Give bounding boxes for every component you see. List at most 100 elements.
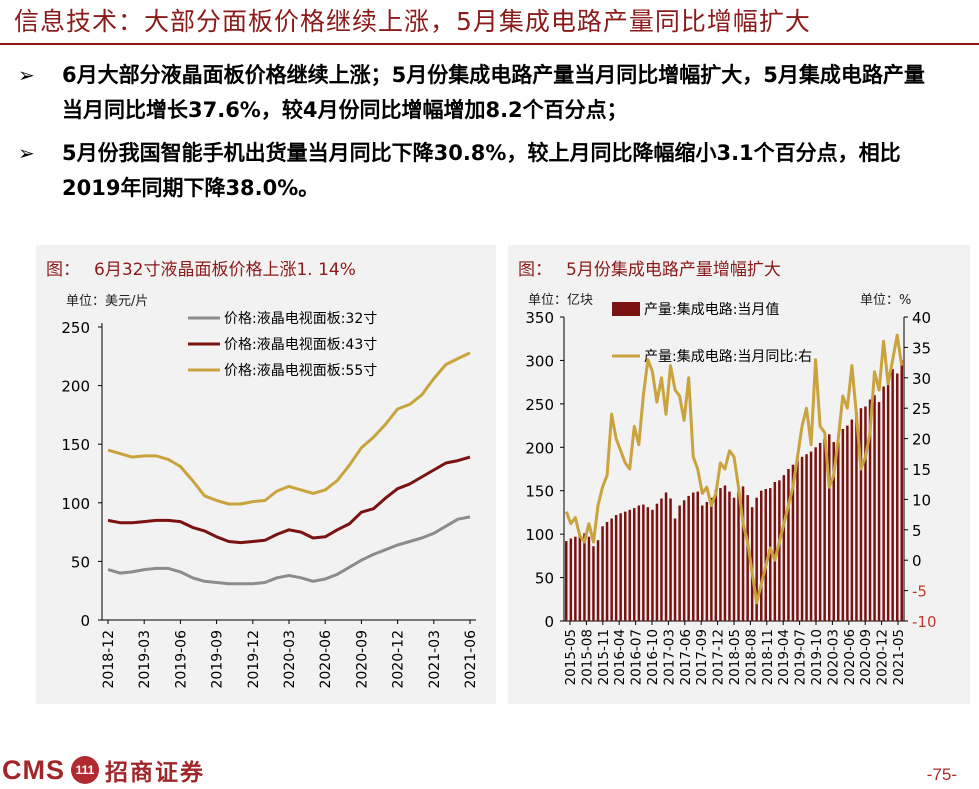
- brand-cms: CMS: [2, 754, 65, 785]
- chart1-figure-label: 图：: [46, 260, 80, 280]
- chart2-bar: [864, 406, 867, 621]
- chart2-title-text: 5月份集成电路产量增幅扩大: [566, 260, 781, 280]
- chart2-x-tick-label: 2019-04: [776, 629, 792, 685]
- chart2-bar: [859, 408, 863, 621]
- chart2-bar: [823, 438, 826, 621]
- chart2-bar: [814, 447, 817, 621]
- chart1-x-tick-label: 2020-12: [391, 630, 407, 689]
- chart2-legend-bar-label: 产量:集成电路:当月值: [644, 301, 779, 318]
- chart2-bar: [868, 399, 872, 621]
- panel-price-chart: 图： 6月32寸液晶面板价格上涨1. 14% 单位：美元/片 0 50 100 150 2…: [36, 245, 496, 704]
- chart2-left-tick-label: 150: [525, 483, 554, 501]
- chart1-title: 图： 6月32寸液晶面板价格上涨1. 14%: [46, 255, 356, 280]
- company-badge-icon: 111: [71, 756, 99, 784]
- page-number: -75-: [926, 765, 957, 784]
- chart1-x-tick-label: 2019-12: [246, 630, 262, 689]
- chart2-right-tick-label: 30: [912, 370, 931, 388]
- price-line-chart: 0 50 100 150 200 250 2018-12 2019-03 2019-06 2019…: [61, 311, 479, 689]
- chart2-bar: [737, 491, 740, 621]
- chart2-x-tick-label: 2015-08: [579, 629, 595, 685]
- chart2-left-tick-label: 350: [525, 309, 554, 327]
- chart2-bar: [696, 491, 699, 621]
- chart1-legend-label: 价格:液晶电视面板:55寸: [224, 363, 377, 379]
- chart2-unit-right: 单位：%: [860, 293, 912, 308]
- chart2-bar: [574, 536, 577, 621]
- chart2-x-tick-label: 2018-08: [743, 629, 759, 685]
- chart2-bar: [791, 464, 795, 621]
- chart2-x-tick-label: 2019-07: [793, 629, 809, 685]
- company-name: 招商证券: [105, 760, 205, 786]
- chart1-x-tick-label: 2018-12: [101, 630, 117, 689]
- chart1-x-tick-label: 2019-03: [137, 630, 153, 689]
- bullet-item-2: ➢ 5月份我国智能手机出货量当月同比下降30.8%，较上月同比降幅缩小3.1个百…: [14, 136, 944, 206]
- chart1-series-line-2: [107, 455, 471, 545]
- chart2-bar: [891, 369, 894, 621]
- chart2-x-tick-label: 2020-06: [842, 629, 858, 685]
- chart2-bar: [787, 469, 790, 621]
- chart2-right-tick-label: 40: [912, 309, 931, 327]
- chart2-bar: [619, 513, 622, 621]
- chart2-bar: [896, 373, 899, 621]
- chart2-left-tick-label: 0: [544, 613, 554, 631]
- chart2-bar: [614, 515, 618, 621]
- chart2-left-tick-label: 250: [525, 396, 554, 414]
- chart2-bar: [809, 451, 813, 621]
- chart2-bar: [764, 489, 767, 621]
- chart2-bar: [583, 533, 586, 621]
- chart2-x-tick-label: 2020-09: [858, 629, 874, 685]
- chart2-legend-bar-swatch: [612, 302, 640, 316]
- chart2-right-tick-label: 5: [912, 522, 922, 540]
- chart2-x-tick-label: 2017-12: [711, 629, 727, 685]
- chart2-bar: [837, 435, 840, 621]
- panel-ic-output-chart: 图： 5月份集成电路产量增幅扩大 单位：亿块 单位：% 0 50 100 150 200 2…: [508, 245, 970, 704]
- chart1-x-tick-label: 2020-09: [354, 630, 370, 689]
- chart2-x-tick-label: 2016-10: [645, 629, 661, 685]
- chart1-x-tick-label: 2019-09: [210, 630, 226, 689]
- chart2-right-tick-label: 20: [912, 431, 931, 449]
- chart2-left-tick-label: 100: [525, 526, 554, 544]
- chart2-bar: [723, 485, 727, 621]
- chart2-bar: [687, 495, 690, 621]
- chart2-bar: [760, 490, 763, 621]
- chart1-series-line-3: [107, 351, 471, 506]
- chart1-y-tick-label: 50: [71, 553, 90, 571]
- chart1-x-tick-label: 2021-06: [463, 630, 479, 689]
- chart2-left-tick-label: 200: [525, 439, 554, 457]
- chart2-bar: [714, 489, 718, 621]
- chart2-bar: [746, 495, 749, 621]
- title-divider: [0, 43, 979, 45]
- chart2-x-tick-label: 2016-07: [629, 629, 645, 685]
- chart2-right-tick-label: 0: [912, 552, 922, 570]
- chart2-legend-line-label: 产量:集成电路:当月同比:右: [644, 348, 812, 365]
- chart2-bar: [565, 541, 568, 621]
- chart1-y-tick-label: 250: [61, 319, 90, 337]
- chart2-bar: [628, 509, 631, 621]
- chart2-x-tick-label: 2018-11: [760, 629, 776, 685]
- chart2-bar: [900, 360, 903, 621]
- chart1-y-tick-label: 100: [61, 495, 90, 513]
- arrow-bullet-icon: ➢: [18, 141, 35, 165]
- chart2-bar: [592, 546, 595, 621]
- chart2-bar: [655, 503, 659, 621]
- chart2-bar: [642, 504, 645, 621]
- chart2-right-tick-label: 15: [912, 461, 931, 479]
- chart1-x-tick-label: 2020-03: [282, 630, 298, 689]
- chart2-bar: [605, 522, 609, 621]
- chart2-figure-label: 图：: [518, 260, 552, 280]
- chart2-bar: [692, 492, 695, 621]
- chart2-right-tick-label: -10: [912, 613, 937, 631]
- bullet-item-1: ➢ 6月大部分液晶面板价格继续上涨；5月份集成电路产量当月同比增幅扩大，5月集成…: [14, 58, 944, 128]
- bullet-text-1: 6月大部分液晶面板价格继续上涨；5月份集成电路产量当月同比增幅扩大，5月集成电路…: [62, 63, 925, 122]
- chart2-bar: [596, 540, 600, 621]
- chart2-bar: [664, 492, 668, 621]
- chart2-bar: [633, 508, 636, 621]
- chart2-bar: [660, 498, 663, 621]
- chart2-bar: [719, 488, 722, 621]
- chart2-title: 图： 5月份集成电路产量增幅扩大: [518, 255, 781, 280]
- chart2-bar: [678, 505, 681, 621]
- chart2-bar: [646, 507, 650, 621]
- chart2-x-tick-label: 2017-06: [678, 629, 694, 685]
- chart2-bar: [755, 497, 758, 621]
- chart2-bar: [800, 456, 804, 621]
- chart2-unit-left: 单位：亿块: [528, 293, 594, 308]
